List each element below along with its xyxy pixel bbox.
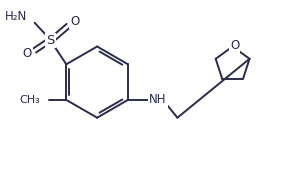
Text: NH: NH (149, 93, 166, 106)
Text: S: S (46, 34, 55, 47)
Text: O: O (22, 47, 31, 60)
Text: O: O (230, 39, 239, 52)
Text: H₂N: H₂N (5, 10, 27, 23)
Text: O: O (71, 15, 80, 28)
Text: CH₃: CH₃ (20, 95, 40, 105)
